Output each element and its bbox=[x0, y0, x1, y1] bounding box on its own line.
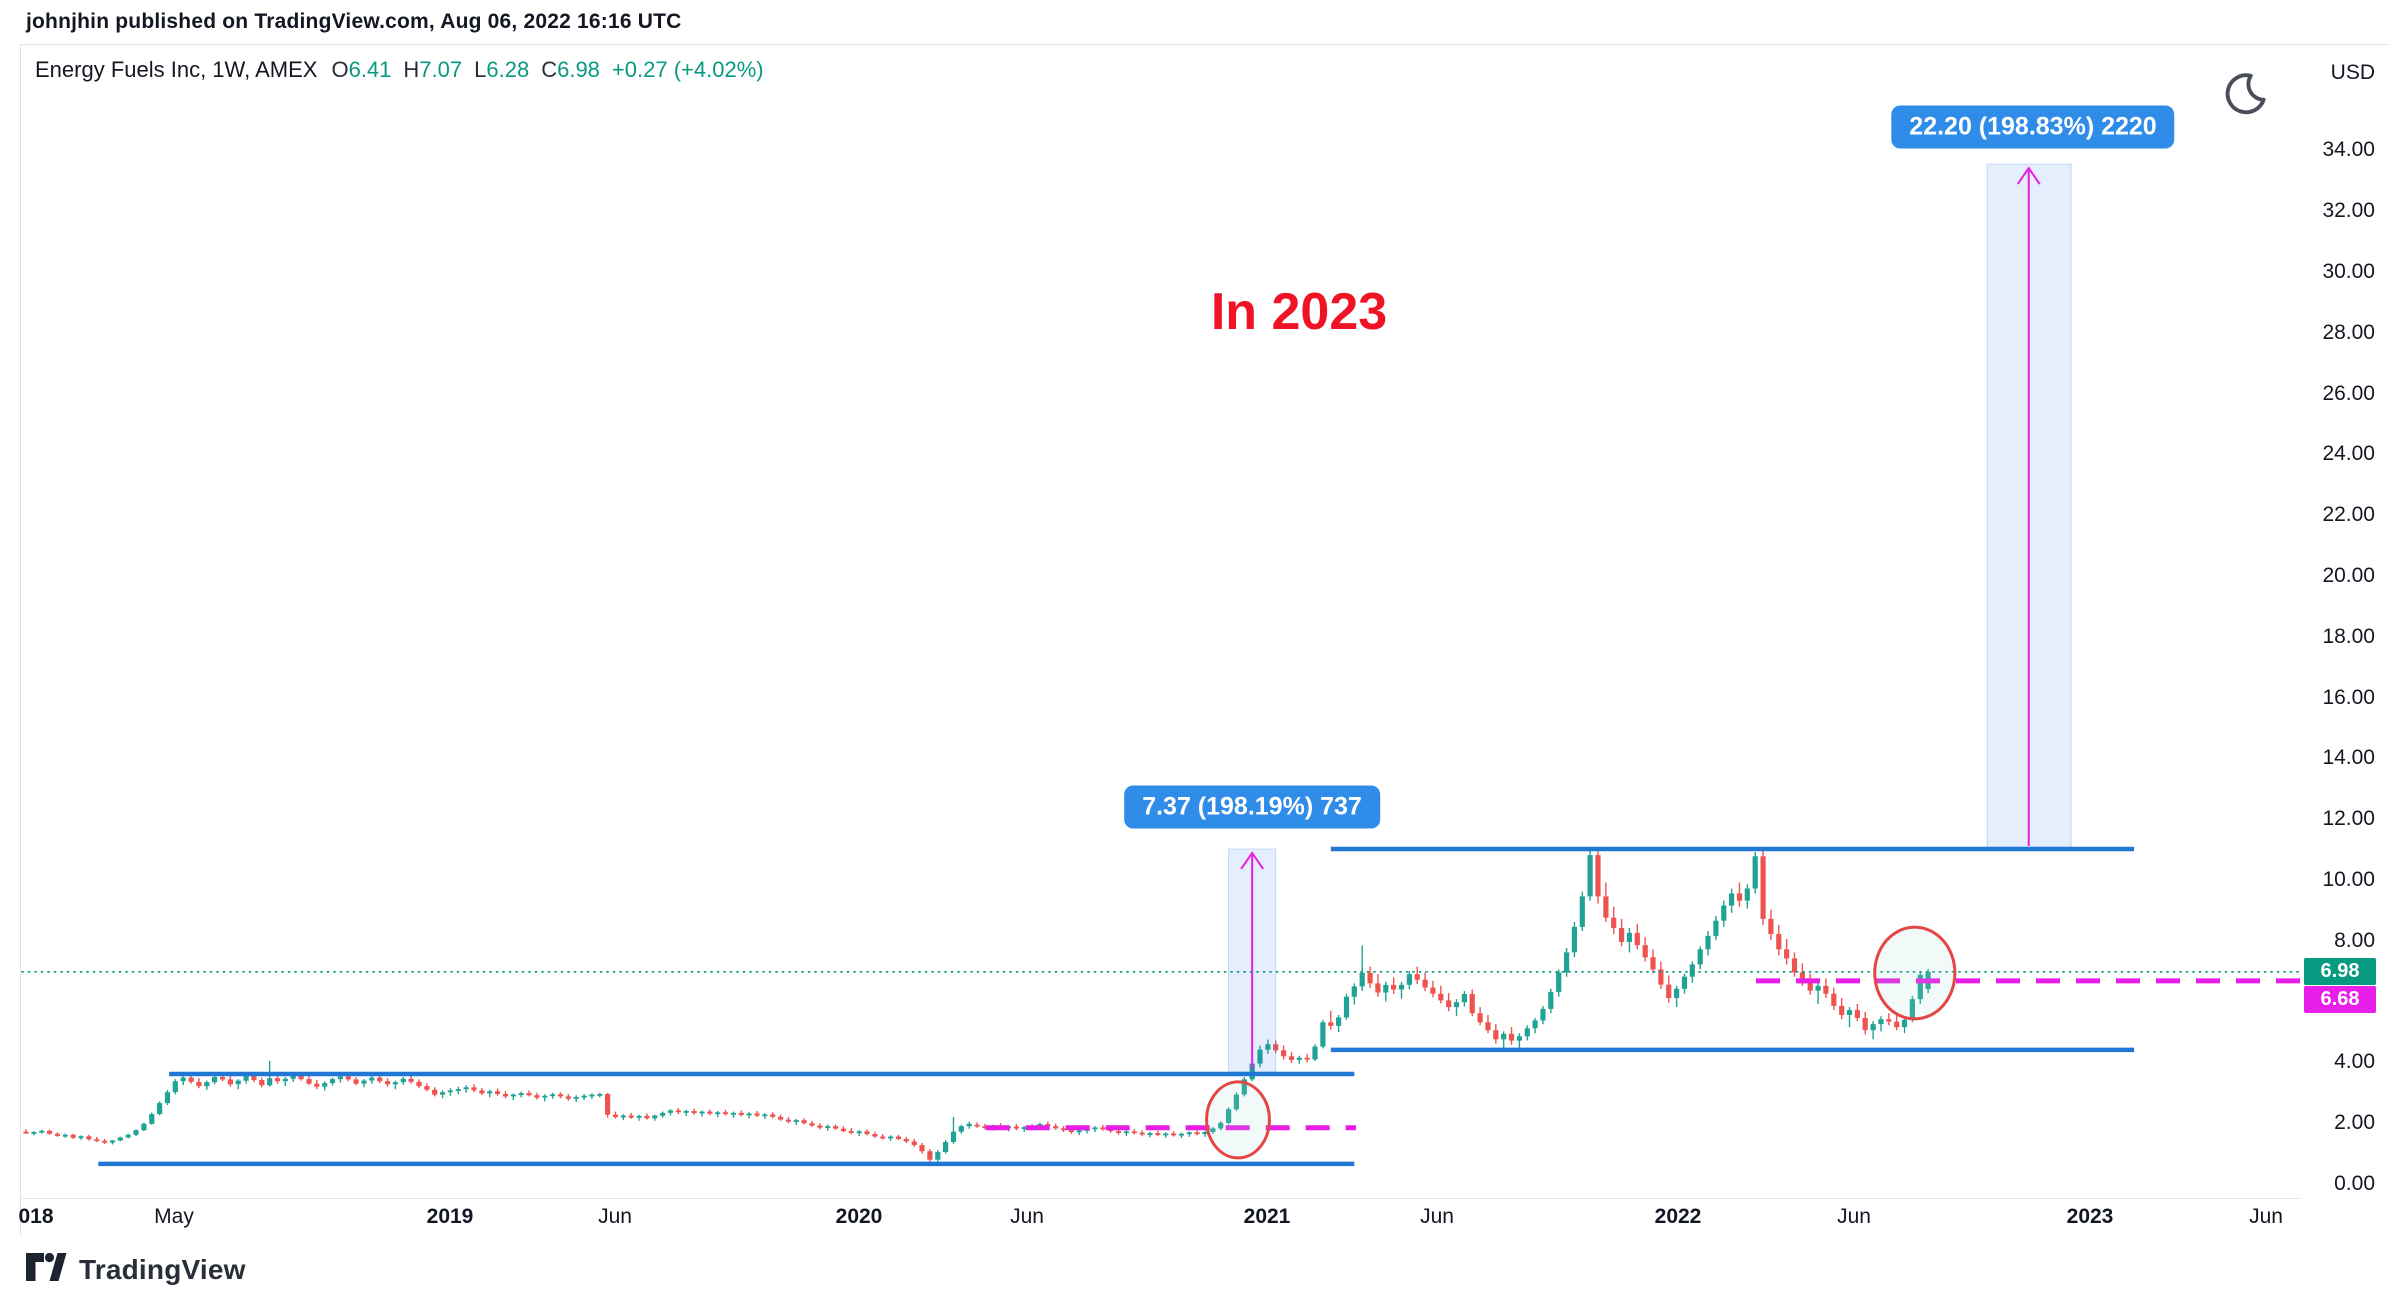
range-projection-label-2021[interactable]: 7.37 (198.19%) 737 bbox=[1124, 785, 1380, 829]
time-label: Jun bbox=[598, 1205, 632, 1228]
price-tick: 14.00 bbox=[2322, 746, 2375, 769]
price-tick: 18.00 bbox=[2322, 625, 2375, 648]
time-label: 2021 bbox=[1243, 1205, 1291, 1228]
time-label: 2022 bbox=[1654, 1205, 1702, 1228]
price-tick: 28.00 bbox=[2322, 321, 2375, 344]
tradingview-logo-icon bbox=[25, 1250, 67, 1289]
price-tick: 12.00 bbox=[2322, 807, 2375, 830]
moon-icon bbox=[2217, 73, 2269, 124]
price-tick: 8.00 bbox=[2334, 929, 2375, 952]
published-bar: johnjhin published on TradingView.com, A… bbox=[26, 10, 682, 33]
range-projection-label-2023[interactable]: 22.20 (198.83%) 2220 bbox=[1891, 105, 2175, 149]
time-label: May bbox=[154, 1205, 194, 1228]
time-label: Jun bbox=[1010, 1205, 1044, 1228]
symbol-header[interactable]: Energy Fuels Inc, 1W, AMEX O6.41 H7.07 L6.2… bbox=[35, 57, 764, 83]
last-price-badge: 6.98 bbox=[2304, 958, 2376, 985]
time-label: Jun bbox=[1420, 1205, 1454, 1228]
time-label: 2023 bbox=[2066, 1205, 2114, 1228]
price-tick: 4.00 bbox=[2334, 1050, 2375, 1073]
ohlc-values: O6.41 H7.07 L6.28 C6.98 bbox=[331, 57, 611, 82]
price-tick: 34.00 bbox=[2322, 138, 2375, 161]
chart-card: Energy Fuels Inc, 1W, AMEX O6.41 H7.07 L6.2… bbox=[18, 44, 2389, 1236]
price-tick: 20.00 bbox=[2322, 564, 2375, 587]
time-label: 2020 bbox=[835, 1205, 883, 1228]
dark-mode-toggle[interactable] bbox=[2217, 69, 2269, 121]
footer-brand[interactable]: TradingView bbox=[25, 1250, 246, 1289]
time-axis[interactable]: 018 May 2019 Jun 2020 Jun 2021 Jun 2022 Jun 2023 Ju… bbox=[18, 1200, 2389, 1236]
change-value: +0.27 (+4.02%) bbox=[611, 57, 764, 82]
price-tick: 26.00 bbox=[2322, 382, 2375, 405]
breakout-circle-2020 bbox=[1205, 1080, 1271, 1160]
projection-2021 bbox=[1228, 848, 1277, 1073]
candlestick-chart[interactable] bbox=[21, 45, 2301, 1199]
projection-2023 bbox=[1986, 163, 2072, 850]
price-tick: 0.00 bbox=[2334, 1172, 2375, 1195]
price-tick: 30.00 bbox=[2322, 260, 2375, 283]
price-chart-plot[interactable]: Energy Fuels Inc, 1W, AMEX O6.41 H7.07 L6.2… bbox=[21, 45, 2389, 1199]
price-tick: 2.00 bbox=[2334, 1111, 2375, 1134]
price-tick: 32.00 bbox=[2322, 199, 2375, 222]
tradingview-brand-text: TradingView bbox=[79, 1253, 246, 1285]
ohlc-o: O6.41 bbox=[331, 57, 392, 82]
price-tick: 24.00 bbox=[2322, 442, 2375, 465]
currency-label: USD bbox=[2330, 61, 2375, 84]
symbol-title[interactable]: Energy Fuels Inc, 1W, AMEX bbox=[35, 57, 318, 82]
time-label: 2019 bbox=[426, 1205, 474, 1228]
time-label: Jun bbox=[1837, 1205, 1871, 1228]
annotation-note-in-2023: In 2023 bbox=[1210, 283, 1388, 341]
time-label: 018 bbox=[18, 1205, 54, 1228]
price-tick: 22.00 bbox=[2322, 503, 2375, 526]
alert-price-badge: 6.68 bbox=[2304, 986, 2376, 1013]
time-label: Jun bbox=[2249, 1205, 2283, 1228]
ohlc-l: L6.28 bbox=[474, 57, 530, 82]
price-axis[interactable]: USD 34.00 32.00 30.00 28.00 26.00 24.00 22.00 2… bbox=[2301, 45, 2389, 1199]
ohlc-c: C6.98 bbox=[541, 57, 600, 82]
price-tick: 16.00 bbox=[2322, 686, 2375, 709]
ohlc-h: H7.07 bbox=[403, 57, 463, 82]
breakout-circle-2022 bbox=[1873, 925, 1957, 1021]
price-tick: 10.00 bbox=[2322, 868, 2375, 891]
